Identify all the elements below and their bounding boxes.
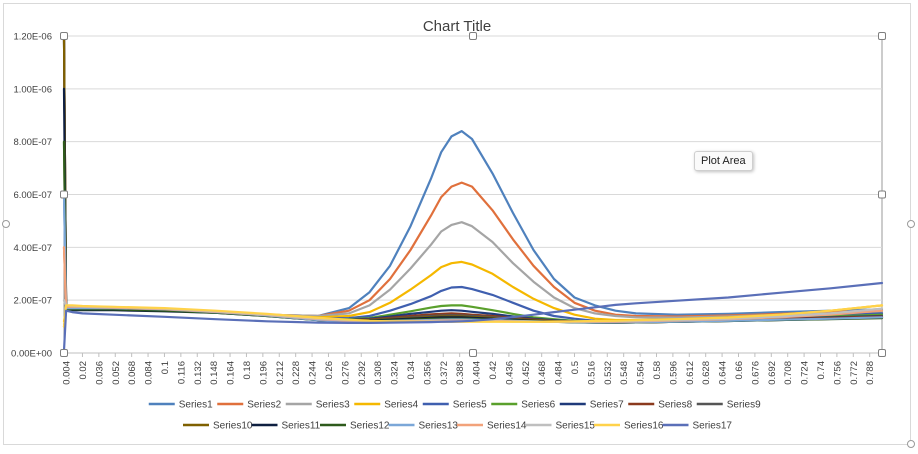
- series-line-17: [62, 281, 884, 352]
- x-tick-label: 0.66: [734, 361, 745, 380]
- x-tick-label: 0.564: [636, 361, 647, 385]
- x-tick-label: 0.708: [783, 361, 794, 385]
- x-tick-label: 0.724: [800, 361, 811, 385]
- chart-title[interactable]: Chart Title: [423, 18, 491, 35]
- x-tick-label: 0.532: [603, 361, 614, 385]
- x-tick-label: 0.676: [750, 361, 761, 385]
- x-tick-label: 0.356: [422, 361, 433, 385]
- resize-handle: [60, 349, 68, 357]
- series-line-2: [62, 181, 884, 318]
- x-tick-label: 0.164: [226, 361, 237, 385]
- plot-area-tooltip: Plot Area: [694, 151, 753, 171]
- series-line-3: [62, 221, 884, 319]
- legend-label: Series1: [179, 400, 213, 411]
- series-line-9: [62, 34, 884, 324]
- x-tick-label: 0.388: [455, 361, 466, 385]
- y-tick-label: 1.00E-06: [13, 84, 52, 95]
- x-tick-label: 0.628: [701, 361, 712, 385]
- legend-label: Series17: [693, 421, 733, 432]
- x-tick-label: 0.148: [209, 361, 220, 385]
- x-tick-label: 0.516: [586, 361, 597, 385]
- legend-label: Series9: [727, 400, 761, 411]
- legend-label: Series4: [384, 400, 418, 411]
- legend-label: Series13: [419, 421, 459, 432]
- resize-handle: [60, 190, 68, 199]
- y-tick-label: 0.00E+00: [11, 349, 52, 360]
- x-tick-label: 0.244: [308, 361, 319, 385]
- x-tick-label: 0.772: [849, 361, 860, 385]
- x-tick-label: 0.1: [160, 361, 171, 374]
- legend-label: Series8: [658, 400, 692, 411]
- x-tick-label: 0.788: [865, 361, 876, 385]
- chart-resize-handle: [2, 220, 10, 228]
- x-tick-label: 0.612: [685, 361, 696, 385]
- resize-handle: [878, 190, 886, 199]
- x-tick-label: 0.18: [242, 361, 253, 380]
- x-tick-label: 0.308: [373, 361, 384, 385]
- x-tick-label: 0.26: [324, 361, 335, 380]
- x-tick-label: 0.132: [193, 361, 204, 385]
- x-tick-label: 0.212: [275, 361, 286, 385]
- legend-label: Series7: [590, 400, 624, 411]
- x-tick-label: 0.372: [439, 361, 450, 385]
- legend-label: Series10: [213, 421, 253, 432]
- legend-label: Series14: [487, 421, 527, 432]
- legend-label: Series5: [453, 400, 487, 411]
- legend-label: Series6: [521, 400, 555, 411]
- x-tick-label: 0.436: [504, 361, 515, 385]
- x-tick-label: 0.004: [62, 361, 73, 385]
- x-tick-label: 0.5: [570, 361, 581, 374]
- y-tick-label: 6.00E-07: [13, 190, 52, 201]
- x-tick-label: 0.58: [652, 361, 663, 380]
- series-line-10: [62, 34, 884, 324]
- x-tick-label: 0.196: [258, 361, 269, 385]
- y-tick-label: 1.20E-06: [13, 32, 52, 43]
- resize-handle: [878, 349, 886, 357]
- x-tick-label: 0.596: [668, 361, 679, 385]
- resize-handle: [469, 32, 477, 40]
- chart-resize-handle: [907, 440, 915, 448]
- x-tick-label: 0.404: [472, 361, 483, 385]
- x-tick-label: 0.228: [291, 361, 302, 385]
- x-tick-label: 0.084: [144, 361, 155, 385]
- legend-label: Series3: [316, 400, 350, 411]
- x-tick-label: 0.42: [488, 361, 499, 380]
- series-line-7: [62, 34, 884, 324]
- legend-label: Series15: [556, 421, 596, 432]
- x-tick-label: 0.756: [832, 361, 843, 385]
- series-line-13: [62, 193, 884, 324]
- x-tick-label: 0.34: [406, 361, 417, 380]
- x-tick-label: 0.692: [767, 361, 778, 385]
- series-line-11: [62, 87, 884, 324]
- x-tick-label: 0.276: [340, 361, 351, 385]
- legend-label: Series16: [624, 421, 664, 432]
- x-tick-label: 0.052: [111, 361, 122, 385]
- x-tick-label: 0.324: [390, 361, 401, 385]
- x-tick-label: 0.116: [176, 361, 187, 384]
- legend-label: Series12: [350, 421, 390, 432]
- x-tick-label: 0.02: [78, 361, 89, 380]
- x-tick-label: 0.644: [718, 361, 729, 385]
- resize-handle: [878, 32, 886, 40]
- x-tick-label: 0.468: [537, 361, 548, 385]
- x-tick-label: 0.292: [357, 361, 368, 385]
- y-tick-label: 4.00E-07: [13, 243, 52, 254]
- y-tick-label: 2.00E-07: [13, 296, 52, 307]
- x-tick-label: 0.484: [554, 361, 565, 385]
- chart-resize-handle: [907, 220, 915, 228]
- resize-handle: [60, 32, 68, 40]
- y-tick-label: 8.00E-07: [13, 137, 52, 148]
- x-tick-label: 0.452: [521, 361, 532, 385]
- legend-label: Series2: [247, 400, 281, 411]
- x-tick-label: 0.548: [619, 361, 630, 385]
- legend-label: Series11: [282, 421, 321, 432]
- resize-handle: [469, 349, 477, 357]
- x-tick-label: 0.036: [94, 361, 105, 385]
- x-tick-label: 0.74: [816, 361, 827, 380]
- x-tick-label: 0.068: [127, 361, 138, 385]
- series-line-8: [62, 34, 884, 324]
